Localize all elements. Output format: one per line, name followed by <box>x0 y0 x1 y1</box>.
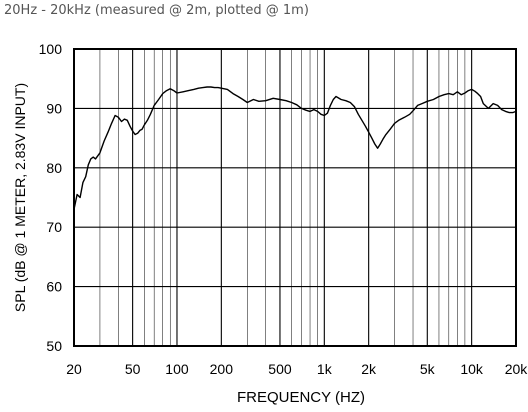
x-tick-label: 200 <box>210 361 234 377</box>
x-tick-label: 50 <box>125 361 141 377</box>
chart-caption: 20Hz - 20kHz (measured @ 2m, plotted @ 1… <box>4 3 309 18</box>
x-axis-label: FREQUENCY (HZ) <box>237 389 365 406</box>
x-tick-label: 500 <box>268 361 292 377</box>
y-tick-label: 90 <box>46 100 62 116</box>
x-tick-label: 20 <box>66 361 82 377</box>
x-tick-label: 2k <box>361 361 377 377</box>
y-tick-label: 50 <box>46 338 62 354</box>
y-tick-label: 100 <box>39 41 63 57</box>
y-tick-labels: 50 60 70 80 90 100 <box>39 41 63 354</box>
y-axis-label: SPL (dB @ 1 METER, 2.83V INPUT) <box>12 83 28 312</box>
y-tick-label: 70 <box>46 219 62 235</box>
x-tick-label: 1k <box>317 361 333 377</box>
x-tick-label: 10k <box>460 361 484 377</box>
y-tick-label: 60 <box>46 279 62 295</box>
x-tick-label: 20k <box>505 361 528 377</box>
plot-frame <box>73 48 517 347</box>
x-tick-labels: 20 50 100 200 500 1k 2k 5k 10k 20k <box>66 361 528 377</box>
spl-response-curve <box>73 86 517 210</box>
x-tick-label: 5k <box>420 361 436 377</box>
y-tick-label: 80 <box>46 160 62 176</box>
x-tick-label: 100 <box>165 361 189 377</box>
